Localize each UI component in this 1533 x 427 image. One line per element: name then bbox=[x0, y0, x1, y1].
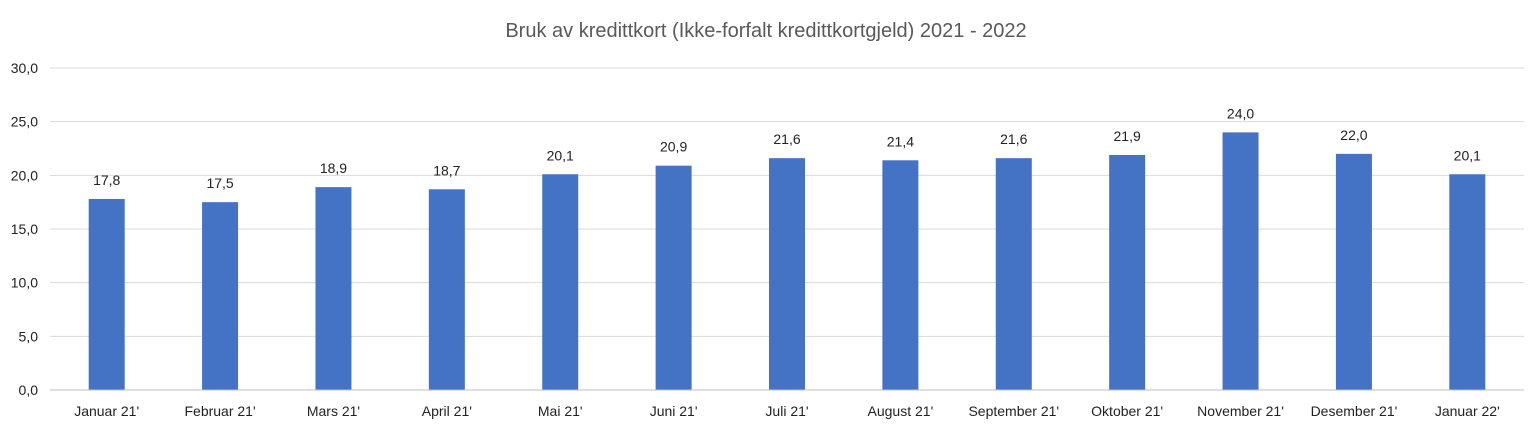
data-label: 17,5 bbox=[206, 175, 233, 191]
bar bbox=[428, 189, 465, 390]
data-label: 20,1 bbox=[1454, 147, 1481, 163]
x-category-label: November 21' bbox=[1197, 403, 1284, 419]
bar bbox=[769, 158, 805, 390]
bar bbox=[202, 202, 239, 390]
x-category-label: August 21' bbox=[868, 403, 934, 419]
data-label: 21,9 bbox=[1114, 128, 1141, 144]
data-label: 21,4 bbox=[887, 133, 914, 149]
data-label: 24,0 bbox=[1227, 105, 1254, 121]
x-category-label: Februar 21' bbox=[184, 403, 255, 419]
bars bbox=[88, 132, 1486, 390]
data-label: 22,0 bbox=[1340, 127, 1367, 143]
x-category-label: Juli 21' bbox=[765, 403, 808, 419]
bar bbox=[88, 198, 125, 390]
bar bbox=[1449, 174, 1486, 390]
bar bbox=[1335, 153, 1372, 390]
bar bbox=[542, 174, 579, 390]
chart-title: Bruk av kredittkort (Ikke-forfalt kredit… bbox=[505, 20, 1026, 42]
data-label: 20,1 bbox=[547, 147, 574, 163]
x-category-label: Oktober 21' bbox=[1091, 403, 1163, 419]
x-axis-category-labels: Januar 21' Februar 21' Mars 21' April 21' Ma… bbox=[74, 403, 1500, 419]
bar bbox=[1222, 132, 1259, 390]
data-labels: 17,8 17,5 18,9 18,7 20,1 20,9 21,6 21,4 21,6 21,9… bbox=[93, 105, 1481, 191]
data-label: 18,9 bbox=[320, 160, 347, 176]
data-label: 20,9 bbox=[660, 139, 687, 155]
x-category-label: Desember 21' bbox=[1311, 403, 1398, 419]
x-category-label: Januar 21' bbox=[74, 403, 139, 419]
bar bbox=[1109, 154, 1146, 390]
y-tick-label: 15,0 bbox=[11, 221, 38, 237]
y-tick-label: 10,0 bbox=[11, 275, 38, 291]
bar bbox=[655, 165, 692, 390]
x-category-label: Januar 22' bbox=[1435, 403, 1500, 419]
y-tick-label: 30,0 bbox=[11, 60, 38, 76]
x-category-label: Mai 21' bbox=[538, 403, 583, 419]
x-category-label: Mars 21' bbox=[307, 403, 360, 419]
y-tick-label: 25,0 bbox=[11, 114, 38, 130]
y-tick-label: 20,0 bbox=[11, 167, 38, 183]
data-label: 21,6 bbox=[773, 131, 800, 147]
bar bbox=[882, 160, 919, 390]
y-tick-label: 5,0 bbox=[19, 328, 39, 344]
data-label: 21,6 bbox=[1000, 131, 1027, 147]
y-tick-label: 0,0 bbox=[19, 382, 39, 398]
bar bbox=[995, 158, 1032, 390]
x-category-label: April 21' bbox=[422, 403, 472, 419]
y-axis-tick-labels: 0,0 5,0 10,0 15,0 20,0 25,0 30,0 bbox=[11, 60, 38, 398]
x-category-label: September 21' bbox=[968, 403, 1059, 419]
x-category-label: Juni 21' bbox=[650, 403, 698, 419]
bar bbox=[315, 187, 352, 390]
data-label: 17,8 bbox=[93, 172, 120, 188]
data-label: 18,7 bbox=[433, 162, 460, 178]
